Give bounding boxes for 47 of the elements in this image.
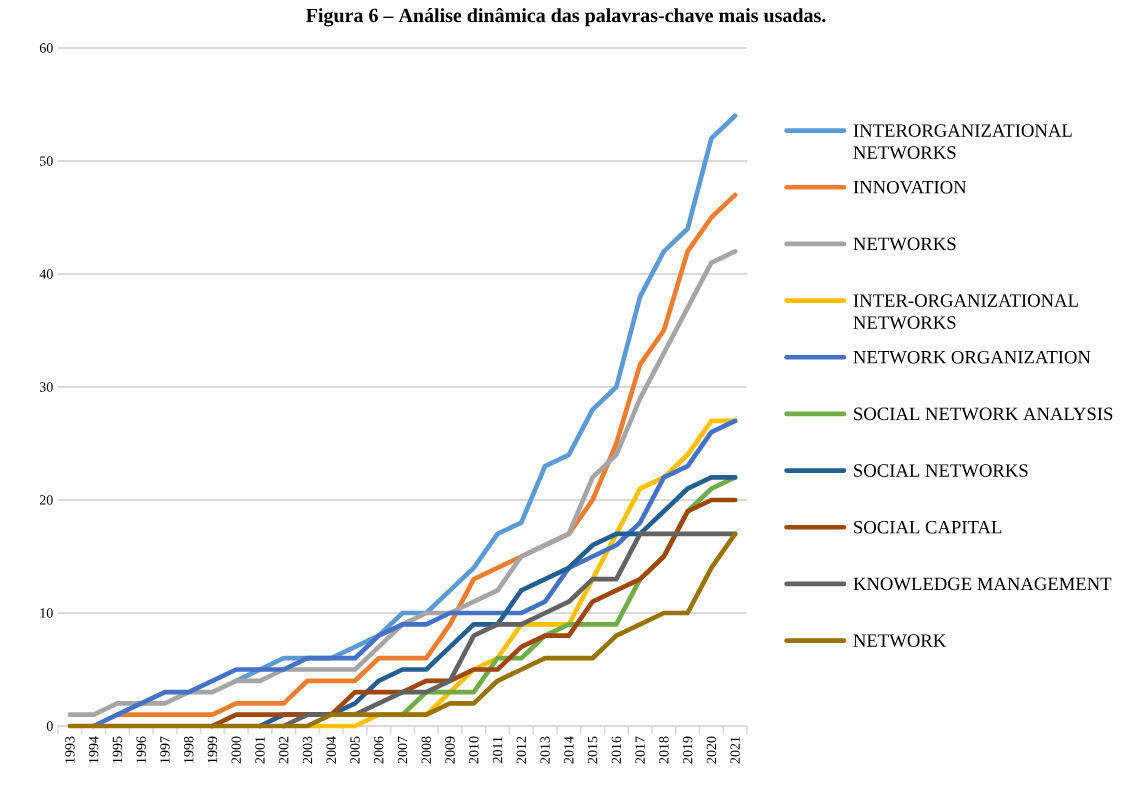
legend-label: INTER-ORGANIZATIONAL NETWORKS [853,294,1078,329]
x-tick-label: 2004 [326,736,336,764]
y-tick-label: 20 [39,495,53,505]
x-tick-label: 2012 [516,736,527,764]
x-tick-label: 2000 [231,736,241,764]
x-tick-label: 2014 [564,736,574,764]
x-tick-label: 2001 [255,736,265,764]
x-tick-label: 1997 [160,736,170,763]
x-tick-label: 2002 [278,736,289,764]
x-tick-label: 1993 [65,736,75,763]
x-tick-label: 2015 [587,736,598,764]
legend-label: INTERORGANIZATIONAL NETWORKS [853,124,1072,159]
y-tick-label: 60 [39,43,53,53]
x-tick-label: 2010 [469,736,479,764]
x-tick-label: 1999 [207,736,218,763]
y-tick-label: 30 [39,382,53,392]
x-tick-label: 2003 [302,736,313,764]
legend-label: NETWORK [853,634,947,647]
x-tick-label: 1994 [88,736,99,763]
x-tick-label: 2017 [635,736,645,764]
x-tick-label: 1995 [112,736,123,763]
x-tick-label: 2020 [706,736,717,764]
x-tick-label: 2005 [350,736,360,764]
x-tick-label: 2007 [397,736,408,764]
x-tick-label: 1996 [136,736,146,763]
y-tick-label: 40 [39,269,53,279]
x-tick-label: 2016 [611,736,622,764]
legend-label: SOCIAL NETWORKS [854,464,1028,477]
y-tick-label: 50 [40,156,53,166]
legend-label: NETWORK ORGANIZATION [853,350,1091,364]
x-tick-label: 2019 [682,736,693,764]
x-tick-label: 2021 [730,736,740,764]
x-tick-label: 2011 [492,736,503,763]
legend-label: KNOWLEDGE MANAGEMENT [853,577,1112,591]
chart-title: Figura 6 – Análise dinâmica das palavras-chave mais usadas. [306,7,826,27]
legend-label: INNOVATION [853,180,967,194]
x-tick-label: 1998 [183,736,194,763]
x-tick-label: 2006 [374,736,384,764]
x-tick-label: 2009 [445,736,455,764]
y-tick-label: 10 [40,608,53,618]
legend-label: NETWORKS [853,237,956,251]
x-tick-label: 2018 [659,736,669,764]
x-tick-label: 2013 [540,736,550,764]
y-tick-label: 0 [46,721,53,731]
legend-label: SOCIAL CAPITAL [854,520,1002,534]
x-tick-label: 2008 [421,736,431,764]
legend-label: SOCIAL NETWORK ANALYSIS [854,407,1113,421]
